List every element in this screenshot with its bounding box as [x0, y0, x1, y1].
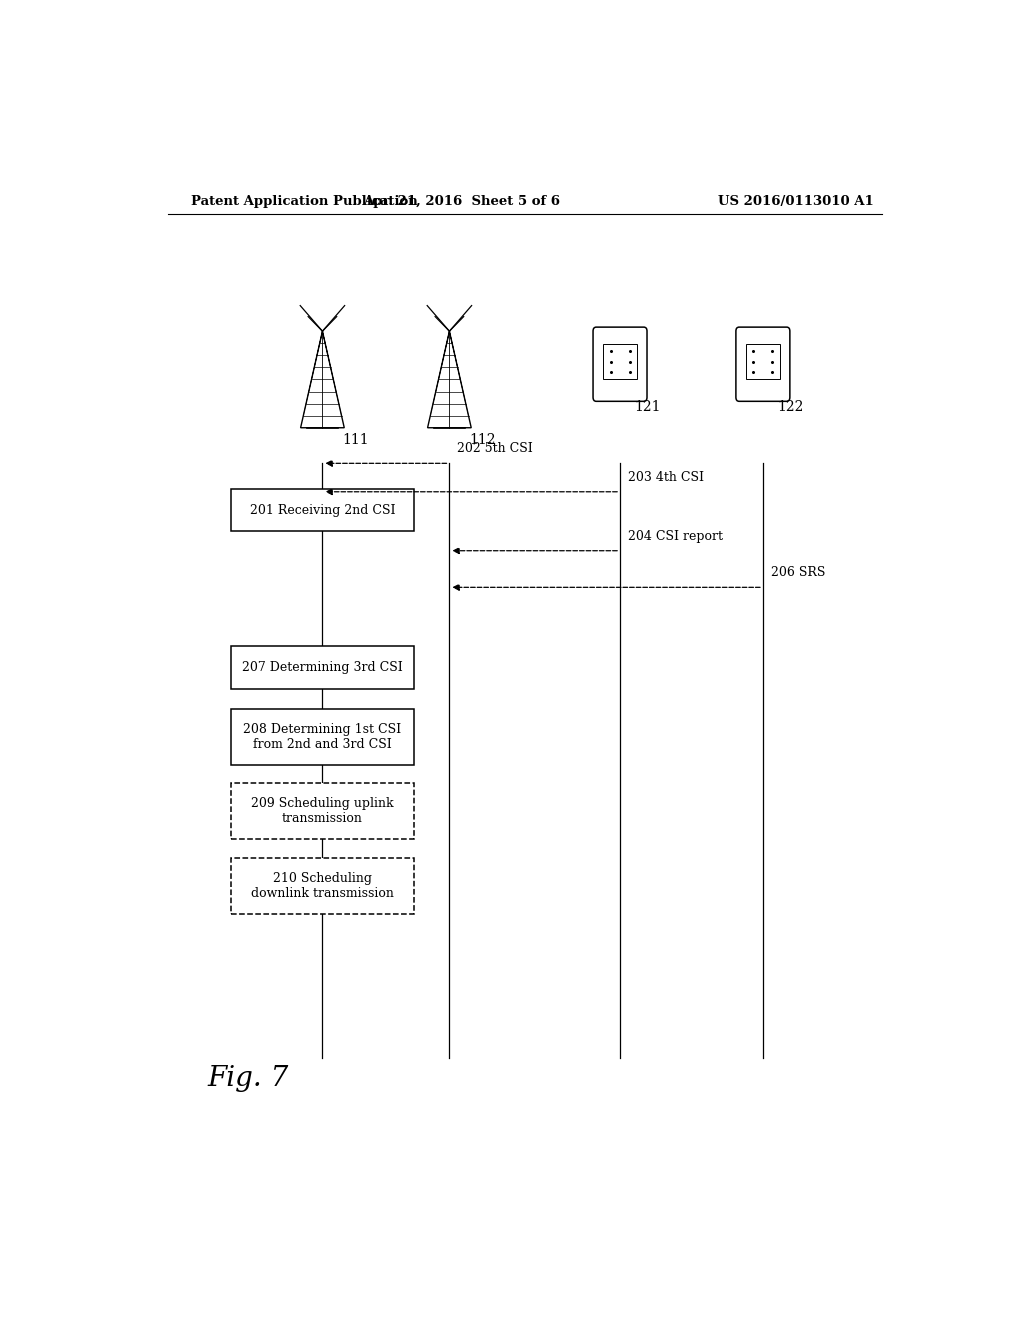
Text: Fig. 7: Fig. 7: [207, 1065, 289, 1092]
Text: Patent Application Publication: Patent Application Publication: [191, 194, 418, 207]
Text: 209 Scheduling uplink
transmission: 209 Scheduling uplink transmission: [251, 797, 394, 825]
Bar: [231, 647, 414, 689]
Text: 202 5th CSI: 202 5th CSI: [458, 442, 534, 455]
Text: 201 Receiving 2nd CSI: 201 Receiving 2nd CSI: [250, 503, 395, 516]
Text: 207 Determining 3rd CSI: 207 Determining 3rd CSI: [242, 661, 402, 675]
Text: 122: 122: [777, 400, 804, 414]
Text: 206 SRS: 206 SRS: [771, 566, 825, 579]
Text: 210 Scheduling
downlink transmission: 210 Scheduling downlink transmission: [251, 871, 394, 900]
Bar: [745, 345, 780, 379]
Text: US 2016/0113010 A1: US 2016/0113010 A1: [718, 194, 873, 207]
Text: 208 Determining 1st CSI
from 2nd and 3rd CSI: 208 Determining 1st CSI from 2nd and 3rd…: [244, 723, 401, 751]
Text: 203 4th CSI: 203 4th CSI: [628, 471, 703, 483]
Text: 111: 111: [342, 433, 369, 447]
Text: 204 CSI report: 204 CSI report: [628, 529, 723, 543]
Bar: [231, 488, 414, 532]
Bar: [603, 345, 637, 379]
Bar: [231, 709, 414, 766]
Text: 121: 121: [634, 400, 660, 414]
Text: 112: 112: [469, 433, 496, 447]
Bar: [231, 784, 414, 840]
Bar: [231, 858, 414, 913]
Text: Apr. 21, 2016  Sheet 5 of 6: Apr. 21, 2016 Sheet 5 of 6: [362, 194, 560, 207]
